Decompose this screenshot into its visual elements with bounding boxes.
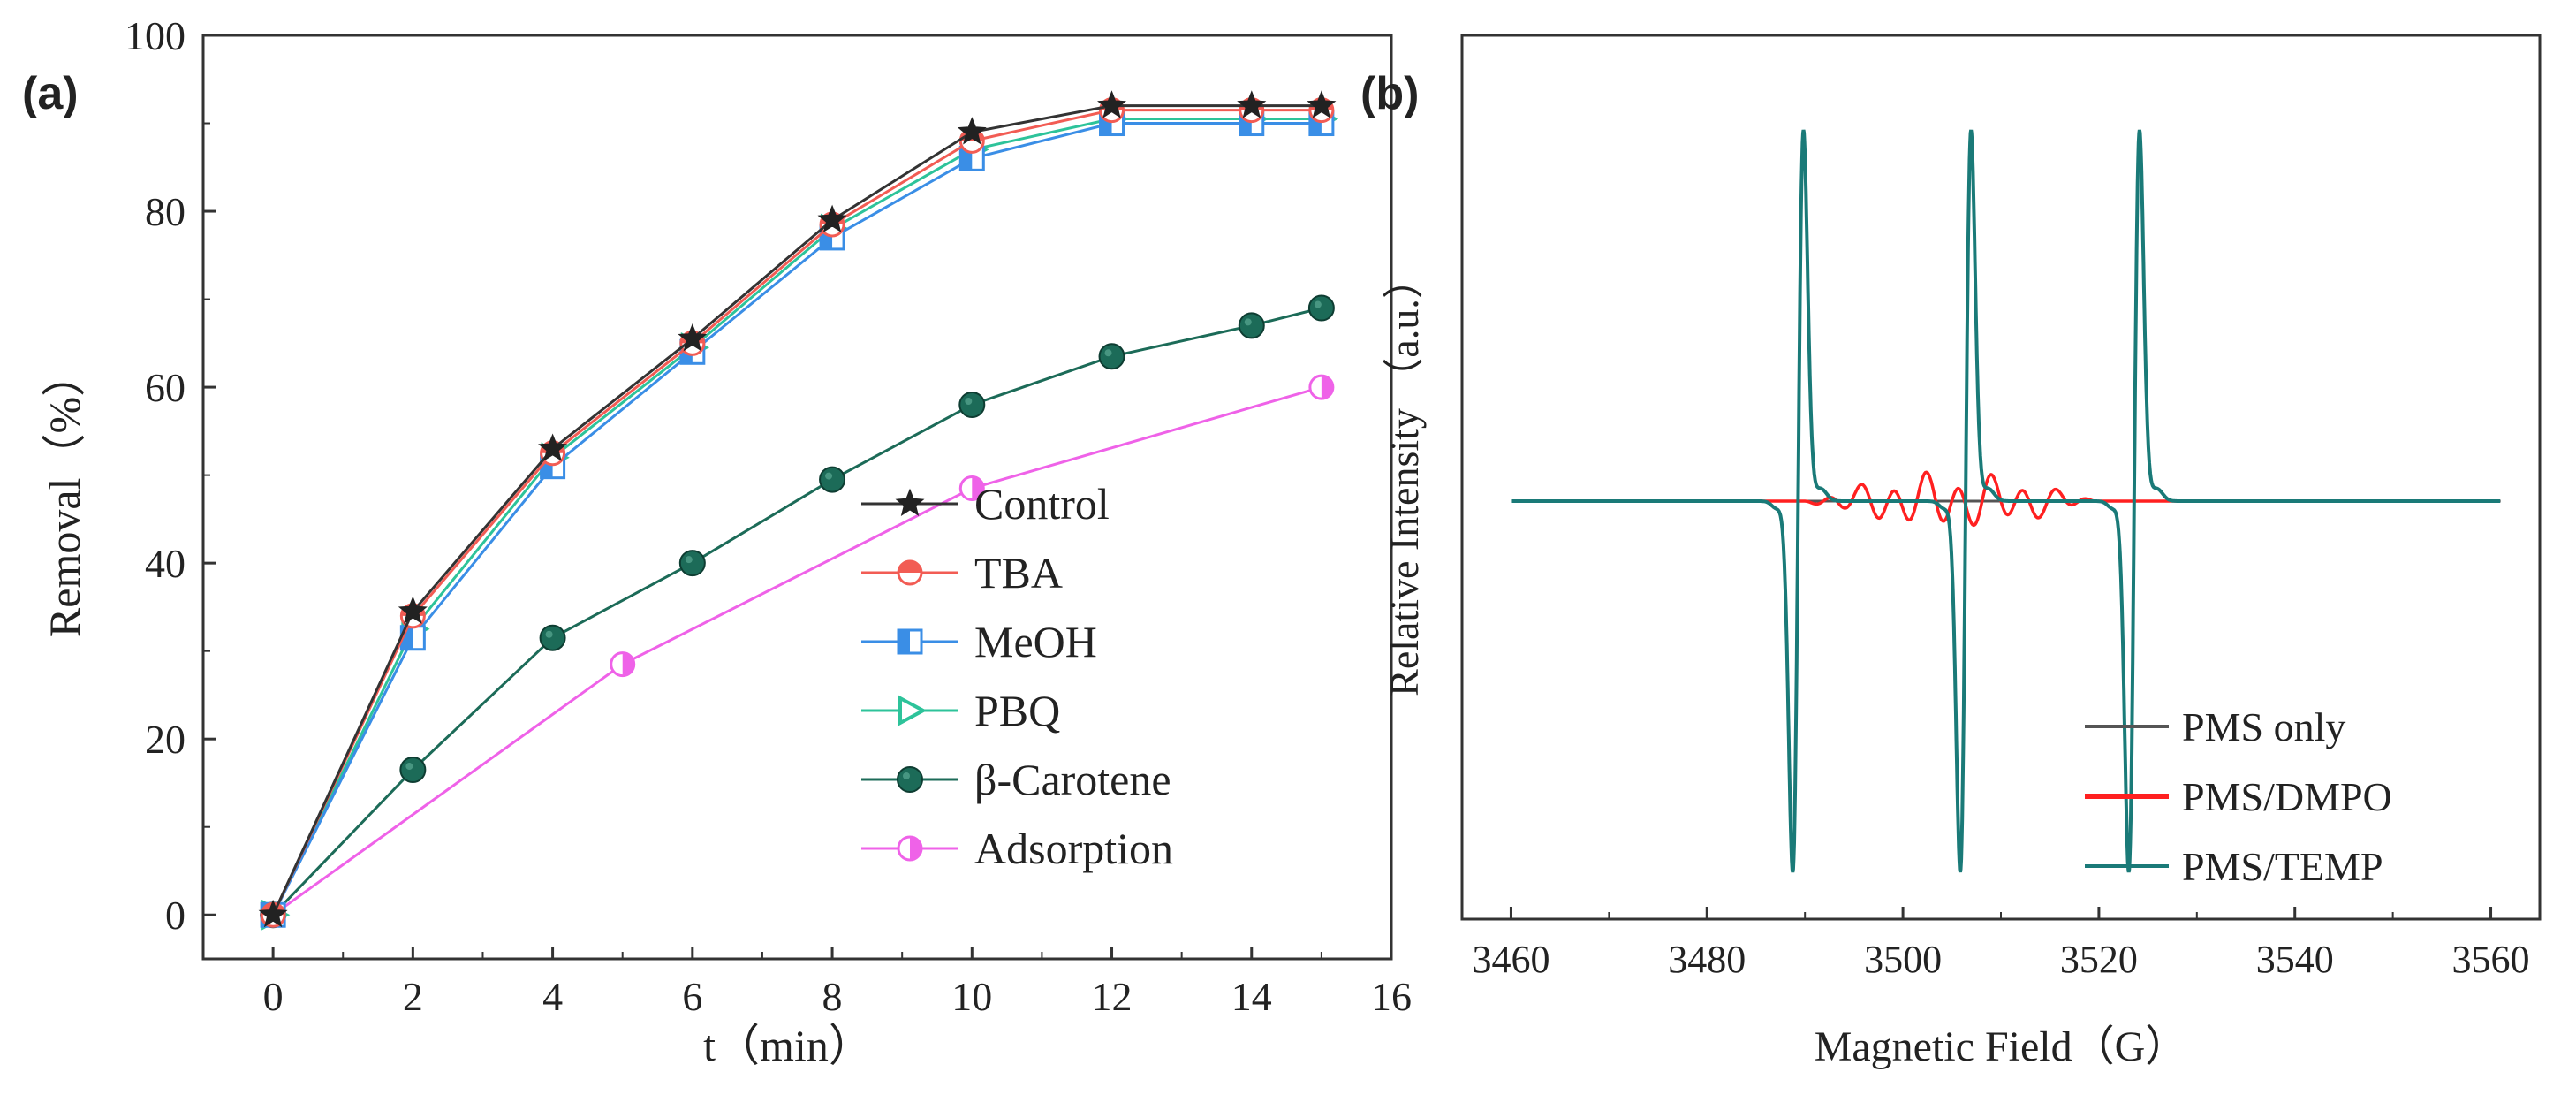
a-point-beta-carotene [399, 757, 427, 784]
a-point-beta-carotene [1238, 312, 1265, 339]
b-line-pms-dmpo [1511, 470, 2197, 528]
a-y-tick-label: 0 [165, 893, 186, 938]
panel-b-y-axis-label: Relative Intensity （a.u.） [1382, 258, 1427, 696]
a-legend-label: TBA [974, 548, 1063, 597]
a-point-control [678, 323, 708, 352]
b-legend-item-pms-dmpo: PMS/DMPO [2085, 774, 2392, 819]
a-x-tick-label: 12 [1092, 974, 1133, 1019]
a-legend-item-control: Control [861, 479, 1110, 528]
a-point-adsorption [610, 651, 636, 678]
panel-a-axes: 0 2 4 6 8 10 12 14 16 0 20 40 60 80 100 [125, 13, 1412, 1019]
b-line-pms-temp [1511, 129, 2501, 873]
a-y-tick-label: 60 [145, 365, 186, 410]
a-legend-label: MeOH [974, 617, 1097, 666]
a-point-control [1097, 90, 1126, 118]
a-point-beta-carotene [678, 550, 706, 577]
panel-b-legend: PMS only PMS/DMPO PMS/TEMP [2085, 704, 2392, 889]
a-x-tick-label: 0 [263, 974, 284, 1019]
a-y-tick-label: 40 [145, 541, 186, 586]
a-point-control [1237, 90, 1267, 118]
a-x-tick-label: 16 [1371, 974, 1412, 1019]
a-point-beta-carotene [1098, 343, 1125, 370]
b-legend-item-pms-temp: PMS/TEMP [2085, 844, 2383, 889]
panel-a-removal-chart: (a) 0 2 4 6 8 10 12 14 16 0 20 40 60 80 100 Control TBA… [22, 13, 1412, 1070]
b-legend-label: PMS/DMPO [2182, 774, 2392, 819]
a-point-control [398, 596, 428, 624]
a-legend-marker [897, 835, 923, 862]
panel-b-label: (b) [1360, 68, 1419, 119]
b-x-tick-label: 3460 [1472, 938, 1549, 981]
panel-a-series [258, 90, 1339, 931]
panel-b-axes: 3460 3480 3500 3520 3540 3560 [1472, 907, 2530, 981]
a-series-pbq [261, 103, 1339, 931]
panel-a-legend: Control TBA MeOH PBQ β-Carotene Adsorption [861, 479, 1173, 873]
a-legend-marker [897, 628, 923, 655]
panel-a-y-axis-label: Removal（%） [40, 353, 89, 637]
a-legend-label: β-Carotene [974, 755, 1171, 804]
a-legend-marker [898, 695, 928, 726]
a-legend-item-beta-carotene: β-Carotene [861, 755, 1171, 804]
a-point-control [817, 204, 847, 232]
a-y-tick-label: 100 [125, 13, 186, 58]
b-x-tick-label: 3560 [2452, 938, 2530, 981]
a-legend-label: Adsorption [974, 824, 1173, 873]
a-point-adsorption [1308, 374, 1335, 400]
a-point-beta-carotene [958, 392, 986, 418]
panel-b-x-axis-label: Magnetic Field（G） [1815, 1023, 2188, 1070]
a-x-tick-label: 8 [822, 974, 843, 1019]
a-series-beta-carotene [260, 294, 1335, 929]
a-x-tick-label: 10 [951, 974, 992, 1019]
a-point-control [538, 433, 568, 461]
a-legend-item-pbq: PBQ [861, 686, 1060, 735]
a-series-control [258, 90, 1337, 928]
a-point-control [1307, 90, 1337, 118]
b-legend-item-pms-only: PMS only [2085, 704, 2345, 749]
a-y-tick-label: 80 [145, 189, 186, 234]
panel-a-plot-frame [201, 34, 1393, 961]
a-legend-item-tba: TBA [861, 548, 1063, 597]
b-legend-label: PMS/TEMP [2182, 844, 2383, 889]
b-x-tick-label: 3540 [2256, 938, 2334, 981]
a-point-adsorption [958, 475, 985, 502]
a-x-tick-label: 4 [542, 974, 563, 1019]
a-legend-item-meoh: MeOH [861, 617, 1097, 666]
panel-b-series [1511, 129, 2501, 873]
a-legend-label: Control [974, 479, 1110, 528]
b-x-tick-label: 3480 [1668, 938, 1746, 981]
a-legend-item-adsorption: Adsorption [861, 824, 1173, 873]
a-x-tick-label: 6 [682, 974, 702, 1019]
b-legend-label: PMS only [2182, 704, 2345, 749]
a-legend-marker [897, 559, 923, 586]
a-point-beta-carotene [1307, 294, 1335, 322]
a-x-tick-label: 2 [403, 974, 423, 1019]
a-legend-marker [895, 488, 925, 516]
a-point-control [957, 117, 987, 145]
a-x-tick-label: 14 [1231, 974, 1272, 1019]
panel-a-x-axis-label: t（min） [703, 1021, 873, 1070]
panel-a-label: (a) [22, 68, 79, 119]
a-point-beta-carotene [539, 624, 566, 651]
b-x-tick-label: 3500 [1864, 938, 1942, 981]
a-legend-label: PBQ [974, 686, 1060, 735]
a-y-tick-label: 20 [145, 717, 186, 762]
a-point-control [258, 899, 288, 928]
a-line-adsorption [272, 385, 1322, 916]
panel-b-epr-spectra: (b) 3460 3480 3500 3520 3540 3560 PMS onlyPMS… [1360, 34, 2542, 1070]
a-series-tba [260, 97, 1335, 928]
b-x-tick-label: 3520 [2060, 938, 2138, 981]
a-legend-marker [897, 766, 923, 793]
a-point-beta-carotene [819, 466, 846, 493]
a-series-meoh [260, 110, 1335, 928]
